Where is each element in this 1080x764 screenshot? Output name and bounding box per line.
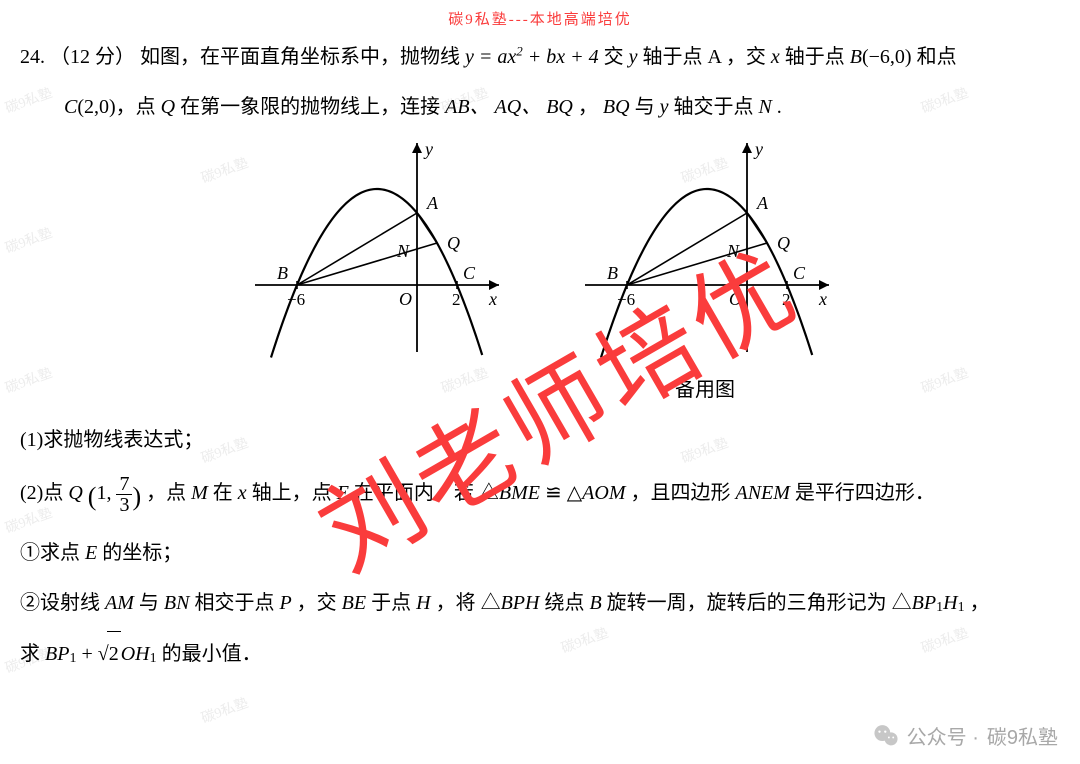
page-root: 碳9私塾---本地高端培优 碳9私塾 碳9私塾 碳9私塾 碳9私塾 碳9私塾 碳…	[0, 0, 1080, 764]
footer: 公众号 · 碳9私塾	[873, 721, 1058, 750]
part2: (2)点 Q (1, 7 3 ) ，点 M 在 x 轴上，点 E 在平面内，若 …	[20, 468, 1060, 525]
svg-text:Q: Q	[777, 233, 790, 253]
fraction-7-3: 7 3	[116, 474, 132, 515]
svg-text:y: y	[753, 139, 763, 159]
figure-backup: A B CQ N O −6 2 x y 备用图	[575, 137, 835, 412]
figure-caption: 备用图	[575, 368, 835, 412]
problem-points: （12 分）	[50, 46, 135, 68]
figure-row: ABCQNO−62xy ABCQNO−62xy 备用图	[20, 137, 1060, 412]
svg-text:B: B	[607, 263, 618, 283]
problem-line2: C(2,0)，点 Q 在第一象限的抛物线上，连接 AB、 AQ、 BQ ， BQ…	[20, 85, 1060, 129]
svg-text:−6: −6	[617, 290, 635, 309]
svg-text:Q: Q	[447, 233, 460, 253]
problem-number: 24.	[20, 46, 45, 68]
svg-text:N: N	[396, 241, 410, 261]
watermark-small: 碳9私塾	[198, 692, 251, 728]
part1: (1)求抛物线表达式；	[20, 418, 1060, 462]
page-header: 碳9私塾---本地高端培优	[20, 8, 1060, 29]
triangle-BPH1: △BP1H1	[892, 592, 965, 614]
subpart2-tail: 求 BP1 + √2OH1 的最小值．	[20, 631, 1060, 676]
svg-text:2: 2	[452, 290, 461, 309]
subpart2: ②设射线 AM 与 BN 相交于点 P ，交 BE 于点 H ，将 △BPH 绕…	[20, 581, 1060, 625]
svg-text:B: B	[277, 263, 288, 283]
figure-main: A B CQ N O −6 2 x y	[245, 137, 505, 412]
svg-text:y: y	[423, 139, 433, 159]
subpart1: ①求点 E 的坐标；	[20, 531, 1060, 575]
svg-text:C: C	[793, 263, 806, 283]
footer-name: 碳9私塾	[987, 721, 1058, 750]
svg-text:O: O	[729, 289, 742, 309]
svg-text:A: A	[756, 193, 769, 213]
svg-text:x: x	[488, 289, 497, 309]
svg-text:A: A	[426, 193, 439, 213]
problem-line1: 24. （12 分） 如图，在平面直角坐标系中，抛物线 y = ax2 + bx…	[20, 35, 1060, 79]
point-B: B	[850, 46, 862, 68]
svg-text:−6: −6	[287, 290, 305, 309]
svg-text:N: N	[726, 241, 740, 261]
svg-text:O: O	[399, 289, 412, 309]
footer-prefix: 公众号 ·	[907, 721, 979, 750]
wechat-icon	[873, 723, 899, 749]
problem-body: 24. （12 分） 如图，在平面直角坐标系中，抛物线 y = ax2 + bx…	[20, 35, 1060, 676]
svg-text:C: C	[463, 263, 476, 283]
svg-text:x: x	[818, 289, 827, 309]
point-C-var: C	[64, 96, 77, 118]
equation: y = ax2 + bx + 4	[465, 46, 599, 68]
svg-text:2: 2	[782, 290, 791, 309]
